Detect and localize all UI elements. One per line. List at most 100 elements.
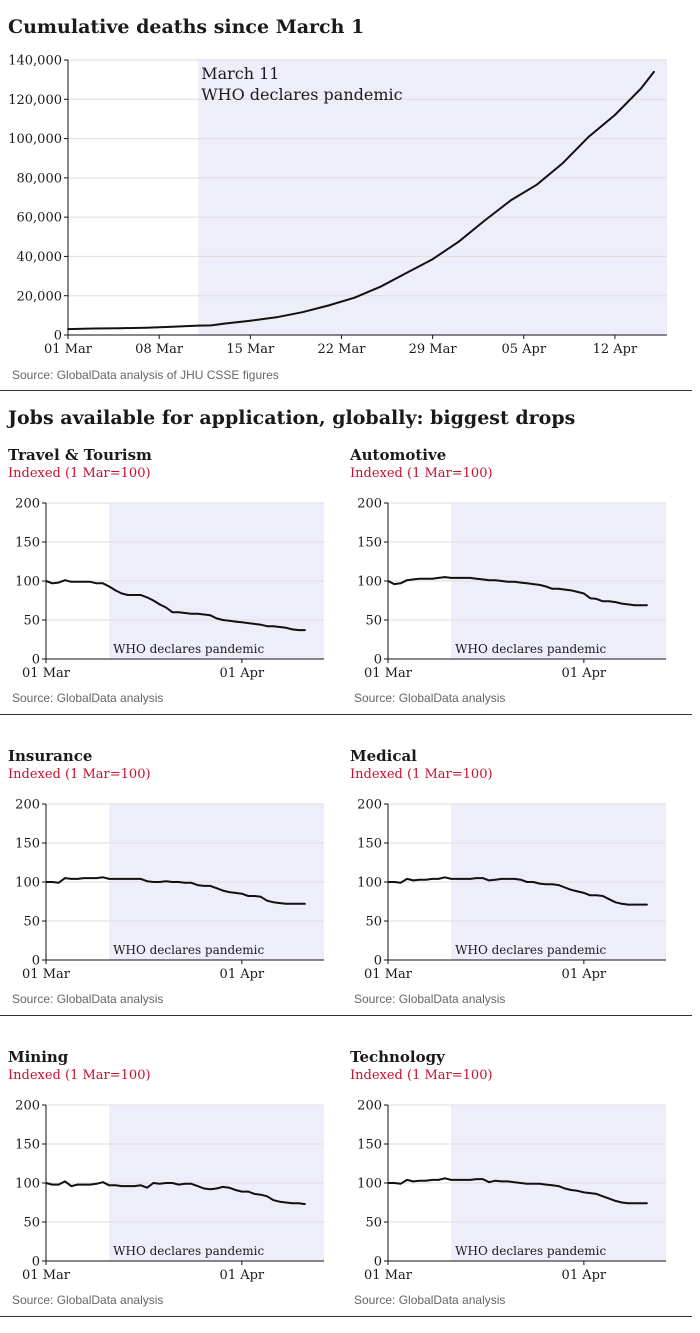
data-point <box>234 892 237 894</box>
data-point <box>152 1182 155 1184</box>
data-point <box>291 1202 294 1205</box>
data-point <box>278 626 281 628</box>
data-point <box>203 885 205 887</box>
data-point <box>526 582 528 585</box>
panel-source-insurance: Source: GlobalData analysis <box>12 992 164 1006</box>
data-point <box>64 579 66 582</box>
data-point <box>437 1178 440 1181</box>
data-point <box>437 576 440 579</box>
data-point <box>507 1180 509 1183</box>
data-point <box>146 596 148 599</box>
data-point <box>304 1203 306 1205</box>
main-chart-title: Cumulative deaths since March 1 <box>8 16 365 38</box>
data-point <box>177 611 180 614</box>
data-point <box>526 1182 528 1185</box>
data-point <box>228 891 231 894</box>
data-point <box>127 594 130 596</box>
data-point <box>633 1202 636 1205</box>
data-point <box>272 1199 275 1202</box>
data-point <box>587 135 590 138</box>
data-point <box>177 881 180 883</box>
data-point <box>304 902 306 905</box>
data-point <box>595 1193 598 1195</box>
data-point <box>272 901 275 904</box>
data-point <box>184 1182 186 1185</box>
panel-subtitle-mining: Indexed (1 Mar=100) <box>8 1068 151 1083</box>
data-point <box>640 87 642 90</box>
data-point <box>564 588 566 591</box>
data-point <box>83 580 85 583</box>
data-point <box>285 626 287 629</box>
data-point <box>297 902 300 905</box>
data-point <box>614 114 616 116</box>
data-point <box>608 898 611 901</box>
panel-source-automotive: Source: GlobalData analysis <box>354 691 506 705</box>
medical-chart: 0 50 100 150 200 01 Mar 01 Apr WHO declares pan… <box>357 798 666 982</box>
data-point <box>620 1201 623 1204</box>
data-point <box>196 884 199 887</box>
y-tick-label: 100 <box>15 575 40 590</box>
y-tick-label: 100 <box>357 575 382 590</box>
data-point <box>469 1178 472 1181</box>
y-tick-label: 40,000 <box>17 250 63 265</box>
data-point <box>240 621 243 624</box>
data-point <box>145 326 148 329</box>
data-point <box>209 614 212 617</box>
y-tick-label: 60,000 <box>17 211 63 226</box>
data-point <box>557 587 560 590</box>
panel-source-medical: Source: GlobalData analysis <box>354 992 506 1006</box>
data-point <box>95 1182 98 1185</box>
data-point <box>633 903 636 906</box>
data-point <box>646 903 648 906</box>
data-point <box>614 601 617 603</box>
y-tick-label: 50 <box>23 1216 40 1231</box>
jobs-section-title: Jobs available for application, globally… <box>8 407 576 429</box>
data-point <box>450 1178 453 1181</box>
data-point <box>171 325 174 328</box>
data-point <box>285 1201 287 1204</box>
data-point <box>240 1190 243 1193</box>
data-point <box>469 877 472 880</box>
data-point <box>165 880 167 883</box>
data-point <box>595 894 598 897</box>
y-tick-label: 0 <box>374 954 382 969</box>
pandemic-annotation: WHO declares pandemic <box>455 642 606 656</box>
data-point <box>639 604 642 607</box>
panel-title-automotive: Automotive <box>350 446 447 464</box>
y-tick-label: 150 <box>15 536 40 551</box>
panel-source-mining: Source: GlobalData analysis <box>12 1293 164 1307</box>
data-point <box>608 1197 611 1200</box>
data-point <box>633 604 636 607</box>
data-point <box>177 1183 180 1186</box>
data-point <box>483 219 486 222</box>
x-tick-label: 01 Mar <box>364 967 413 982</box>
data-point <box>576 890 579 893</box>
data-point <box>171 881 174 883</box>
data-point <box>133 594 136 596</box>
pandemic-annotation: WHO declares pandemic <box>113 642 264 656</box>
data-point <box>494 878 497 881</box>
data-point <box>76 877 79 880</box>
panel-title-mining: Mining <box>8 1048 69 1066</box>
data-point <box>545 1183 547 1186</box>
y-tick-label: 200 <box>357 1099 382 1114</box>
data-point <box>538 584 541 586</box>
data-point <box>551 587 554 590</box>
data-point <box>494 1179 497 1182</box>
data-point <box>532 1182 535 1185</box>
data-point <box>165 1182 167 1184</box>
data-point <box>431 877 434 880</box>
x-tick-label: 12 Apr <box>593 342 638 357</box>
y-tick-label: 100 <box>15 1177 40 1192</box>
data-point <box>570 589 573 592</box>
data-point <box>67 328 69 331</box>
data-point <box>425 1179 427 1182</box>
data-point <box>297 1202 300 1205</box>
data-point <box>70 877 73 880</box>
data-point <box>297 629 300 632</box>
data-point <box>89 580 92 583</box>
data-point <box>253 1193 256 1195</box>
divider-4 <box>0 1316 692 1317</box>
data-point <box>405 272 408 274</box>
data-point <box>152 881 155 883</box>
